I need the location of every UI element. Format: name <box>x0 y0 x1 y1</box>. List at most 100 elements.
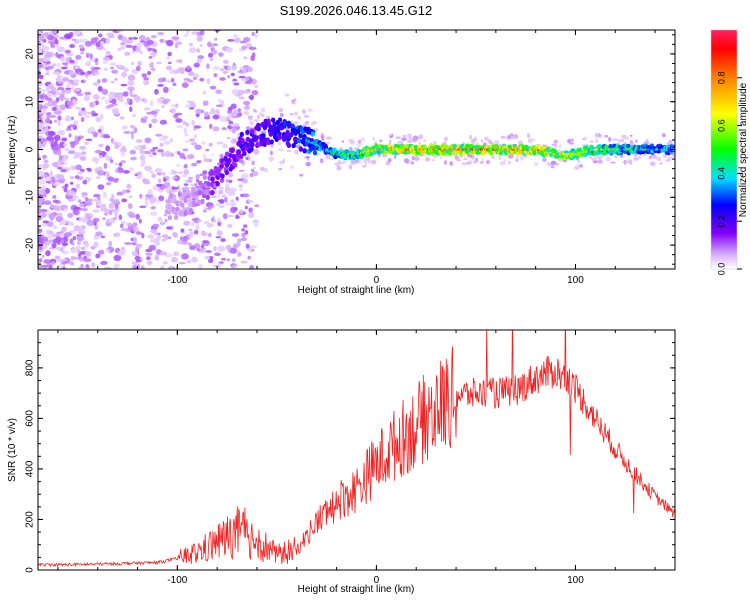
spectrogram-noise-cell <box>50 261 56 266</box>
spectrogram-noise-cell <box>170 104 178 108</box>
spectrogram-noise-cell <box>121 198 128 203</box>
spectrogram-x-tick-label: 100 <box>567 275 584 286</box>
spectrogram-noise-cell <box>61 185 66 189</box>
spectrogram-noise-cell <box>66 81 72 89</box>
spectrogram-noise-cell <box>208 142 213 147</box>
spectrogram-noise-cell <box>372 137 375 141</box>
spectrogram-noise-cell <box>39 119 44 124</box>
spectrogram-noise-cell <box>201 249 206 253</box>
spectrogram-noise-cell <box>226 136 231 140</box>
spectrogram-ridge-cell <box>183 210 188 217</box>
snr-frame <box>37 329 676 571</box>
spectrogram-noise-cell <box>232 264 239 268</box>
spectrogram-noise-cell <box>251 89 259 96</box>
spectrogram-noise-cell <box>49 120 53 125</box>
spectrogram-noise-cell <box>46 114 51 119</box>
spectrogram-noise-cell <box>228 179 233 183</box>
spectrogram-noise-cell <box>634 140 638 143</box>
spectrogram-noise-cell <box>542 158 547 162</box>
spectrogram-noise-cell <box>221 127 227 131</box>
spectrogram-noise-cell <box>134 173 138 177</box>
spectrogram-noise-cell <box>54 255 60 260</box>
spectrogram-noise-cell <box>90 245 96 250</box>
spectrogram-noise-cell <box>341 140 345 143</box>
spectrogram-noise-cell <box>149 201 154 205</box>
spectrogram-noise-cell <box>533 162 539 166</box>
spectrogram-ridge-cell <box>245 136 251 142</box>
spectrogram-noise-cell <box>253 31 259 38</box>
spectrogram-noise-cell <box>167 51 172 57</box>
spectrogram-noise-cell <box>248 212 255 219</box>
spectrogram-noise-cell <box>38 258 43 263</box>
spectrogram-noise-cell <box>129 167 134 172</box>
spectrogram-noise-cell <box>120 46 125 50</box>
spectrogram-noise-cell <box>236 240 241 247</box>
spectrogram-noise-cell <box>81 109 88 116</box>
spectrogram-noise-cell <box>52 199 59 203</box>
spectrogram-noise-cell <box>614 155 618 159</box>
spectrogram-noise-cell <box>134 266 139 269</box>
spectrogram-noise-cell <box>75 183 80 190</box>
spectrogram-noise-cell <box>638 155 642 160</box>
spectrogram-noise-cell <box>243 56 248 60</box>
spectrogram-ridge-cell <box>256 122 261 128</box>
spectrogram-noise-cell <box>480 139 484 144</box>
spectrogram-noise-cell <box>439 156 443 160</box>
spectrogram-noise-cell <box>52 225 58 230</box>
spectrogram-noise-cell <box>553 139 558 144</box>
spectrogram-noise-cell <box>284 93 290 97</box>
spectrogram-noise-cell <box>98 249 105 255</box>
spectrogram-ridge-cell <box>249 128 255 135</box>
spectrogram-ridge-cell <box>224 151 230 157</box>
spectrogram-noise-cell <box>89 53 93 59</box>
spectrogram-noise-cell <box>556 163 559 166</box>
spectrogram-noise-cell <box>527 133 531 138</box>
spectrogram-noise-cell <box>52 30 57 34</box>
spectrogram-noise-cell <box>144 116 149 119</box>
spectrogram-noise-cell <box>558 149 562 154</box>
spectrogram-noise-cell <box>99 132 104 139</box>
spectrogram-noise-cell <box>242 193 250 198</box>
spectrogram-noise-cell <box>53 110 62 115</box>
spectrogram-noise-cell <box>95 117 102 123</box>
spectrogram-noise-cell <box>219 205 225 209</box>
spectrogram-noise-cell <box>64 183 69 188</box>
spectrogram-noise-cell <box>210 50 218 55</box>
spectrogram-noise-cell <box>48 264 53 269</box>
spectrogram-noise-cell <box>181 82 189 88</box>
spectrogram-noise-cell <box>110 137 114 144</box>
spectrogram-noise-cell <box>195 178 200 183</box>
spectrogram-noise-cell <box>135 139 143 144</box>
spectrogram-noise-cell <box>125 44 134 48</box>
spectrogram-ridge-cell <box>182 192 187 198</box>
spectrogram-noise-cell <box>178 66 185 74</box>
spectrogram-noise-cell <box>125 40 134 44</box>
spectrogram-noise-cell <box>211 219 217 223</box>
spectrogram-noise-cell <box>42 154 47 160</box>
spectrogram-noise-cell <box>82 217 88 223</box>
spectrogram-noise-cell <box>185 122 190 127</box>
spectrogram-noise-cell <box>165 175 170 179</box>
spectrogram-noise-cell <box>38 67 41 72</box>
spectrogram-noise-cell <box>68 229 77 234</box>
spectrogram-noise-cell <box>103 47 107 51</box>
spectrogram-noise-cell <box>168 172 173 175</box>
spectrogram-noise-cell <box>238 169 245 172</box>
spectrogram-noise-cell <box>304 115 310 118</box>
colorbar-ticks: 0.0 0.2 0.4 0.6 0.8 <box>716 72 742 275</box>
spectrogram-noise-cell <box>54 38 59 45</box>
spectrogram-noise-cell <box>294 97 297 101</box>
spectrogram-noise-cell <box>227 65 231 72</box>
spectrogram-noise-cell <box>270 143 274 149</box>
spectrogram-noise-cell <box>377 156 380 159</box>
spectrogram-noise-cell <box>144 197 149 202</box>
spectrogram-noise-cell <box>237 178 244 182</box>
spectrogram-noise-cell <box>395 136 401 139</box>
spectrogram-noise-cell <box>38 208 42 214</box>
spectrogram-noise-cell <box>183 164 188 169</box>
spectrogram-noise-cell <box>96 203 103 207</box>
spectrogram-ridge-cell <box>313 138 319 144</box>
spectrogram-noise-cell <box>71 86 75 91</box>
spectrogram-noise-cell <box>105 248 110 253</box>
spectrogram-ridge-cell <box>310 131 315 137</box>
